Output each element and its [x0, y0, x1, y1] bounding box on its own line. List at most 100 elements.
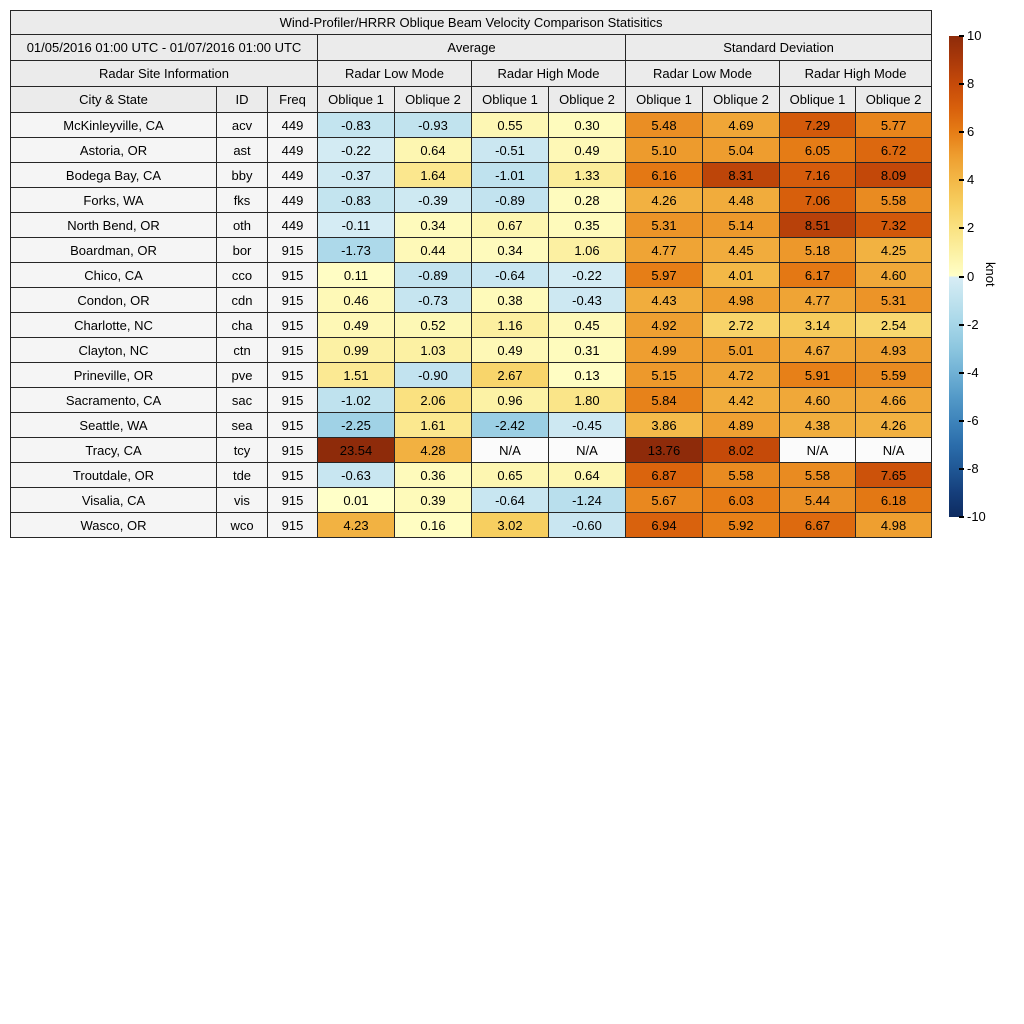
value-cell: 0.35: [548, 212, 626, 238]
value-cell: -0.64: [471, 487, 549, 513]
table-row: Charlotte, NC cha 915 0.49 0.52 1.16 0.45 4.92 2…: [10, 312, 933, 338]
value-cell: 4.43: [625, 287, 703, 313]
value-cell: -2.42: [471, 412, 549, 438]
value-cell: 5.15: [625, 362, 703, 388]
freq-cell: 915: [267, 337, 318, 363]
city-cell: McKinleyville, CA: [10, 112, 217, 138]
value-cell: N/A: [779, 437, 856, 463]
freq-header: Freq: [267, 86, 318, 113]
value-cell: -2.25: [317, 412, 395, 438]
colorbar-tick: [959, 83, 964, 86]
city-cell: Troutdale, OR: [10, 462, 217, 488]
value-cell: 5.97: [625, 262, 703, 288]
value-cell: -0.83: [317, 112, 395, 138]
stats-table: Wind-Profiler/HRRR Oblique Beam Velocity…: [9, 10, 933, 538]
table-row: Seattle, WA sea 915 -2.25 1.61 -2.42 -0.45 3.86…: [10, 412, 933, 438]
city-cell: Condon, OR: [10, 287, 217, 313]
id-cell: sac: [216, 387, 268, 413]
table-row: McKinleyville, CA acv 449 -0.83 -0.93 0.55 0.3…: [10, 112, 933, 138]
table-row: Bodega Bay, CA bby 449 -0.37 1.64 -1.01 1.33 6.…: [10, 162, 933, 188]
value-cell: 0.64: [394, 137, 472, 163]
colorbar-tick-label: -8: [967, 460, 979, 476]
id-cell: oth: [216, 212, 268, 238]
colorbar-tick: [959, 275, 964, 278]
value-cell: 8.31: [702, 162, 780, 188]
id-cell: sea: [216, 412, 268, 438]
value-cell: 4.38: [779, 412, 856, 438]
oblique2-header: Oblique 2: [394, 86, 472, 113]
value-cell: 1.06: [548, 237, 626, 263]
value-cell: N/A: [854, 437, 933, 463]
value-cell: -0.11: [317, 212, 395, 238]
colorbar-tick-label: -6: [967, 412, 979, 428]
id-cell: cdn: [216, 287, 268, 313]
avg-high-mode-header: Radar High Mode: [471, 60, 626, 87]
value-cell: 5.58: [702, 462, 780, 488]
avg-low-mode-header: Radar Low Mode: [317, 60, 472, 87]
value-cell: 4.99: [625, 337, 703, 363]
value-cell: -1.01: [471, 162, 549, 188]
value-cell: 5.31: [854, 287, 933, 313]
value-cell: 4.77: [625, 237, 703, 263]
value-cell: 3.14: [779, 312, 856, 338]
id-cell: vis: [216, 487, 268, 513]
colorbar-tick: [959, 323, 964, 326]
value-cell: -0.90: [394, 362, 472, 388]
freq-cell: 915: [267, 512, 318, 538]
value-cell: 4.93: [854, 337, 933, 363]
value-cell: -0.43: [548, 287, 626, 313]
colorbar-tick: [959, 35, 964, 37]
value-cell: 4.25: [854, 237, 933, 263]
value-cell: 6.05: [779, 137, 856, 163]
value-cell: 0.46: [317, 287, 395, 313]
value-cell: 5.10: [625, 137, 703, 163]
value-cell: -0.60: [548, 512, 626, 538]
value-cell: 13.76: [625, 437, 703, 463]
period-label: 01/05/2016 01:00 UTC - 01/07/2016 01:00 …: [10, 34, 318, 61]
value-cell: 2.72: [702, 312, 780, 338]
std-high-mode-header: Radar High Mode: [778, 60, 933, 87]
value-cell: 0.55: [471, 112, 549, 138]
value-cell: 4.77: [779, 287, 856, 313]
value-cell: -1.73: [317, 237, 395, 263]
table-row: Astoria, OR ast 449 -0.22 0.64 -0.51 0.49 5.10 5…: [10, 137, 933, 163]
value-cell: -0.83: [317, 187, 395, 213]
value-cell: 0.39: [394, 487, 472, 513]
id-cell: fks: [216, 187, 268, 213]
oblique2-header: Oblique 2: [548, 86, 626, 113]
value-cell: 4.69: [702, 112, 780, 138]
id-cell: bor: [216, 237, 268, 263]
freq-cell: 449: [267, 162, 318, 188]
value-cell: 7.16: [779, 162, 856, 188]
id-cell: tde: [216, 462, 268, 488]
city-cell: Bodega Bay, CA: [10, 162, 217, 188]
value-cell: 5.48: [625, 112, 703, 138]
table-row: Prineville, OR pve 915 1.51 -0.90 2.67 0.13 5.1…: [10, 362, 933, 388]
value-cell: 0.49: [548, 137, 626, 163]
value-cell: 4.42: [702, 387, 780, 413]
value-cell: 0.49: [471, 337, 549, 363]
value-cell: 5.91: [779, 362, 856, 388]
std-low-mode-header: Radar Low Mode: [625, 60, 780, 87]
value-cell: 1.33: [548, 162, 626, 188]
value-cell: 2.67: [471, 362, 549, 388]
id-cell: cco: [216, 262, 268, 288]
value-cell: 0.30: [548, 112, 626, 138]
oblique2-header: Oblique 2: [702, 86, 780, 113]
colorbar-tick: [959, 467, 964, 470]
value-cell: 4.26: [854, 412, 933, 438]
value-cell: 4.92: [625, 312, 703, 338]
freq-cell: 915: [267, 237, 318, 263]
value-cell: -0.89: [394, 262, 472, 288]
id-cell: tcy: [216, 437, 268, 463]
table-row: North Bend, OR oth 449 -0.11 0.34 0.67 0.35 5.3…: [10, 212, 933, 238]
oblique2-header: Oblique 2: [854, 86, 933, 113]
value-cell: 0.16: [394, 512, 472, 538]
colorbar-tick: [959, 419, 964, 422]
city-cell: Tracy, CA: [10, 437, 217, 463]
title-row: Wind-Profiler/HRRR Oblique Beam Velocity…: [9, 10, 933, 35]
table-row: Wasco, OR wco 915 4.23 0.16 3.02 -0.60 6.94 5.92…: [10, 512, 933, 538]
value-cell: 1.80: [548, 387, 626, 413]
group-header-average: Average: [317, 34, 626, 61]
city-cell: Sacramento, CA: [10, 387, 217, 413]
